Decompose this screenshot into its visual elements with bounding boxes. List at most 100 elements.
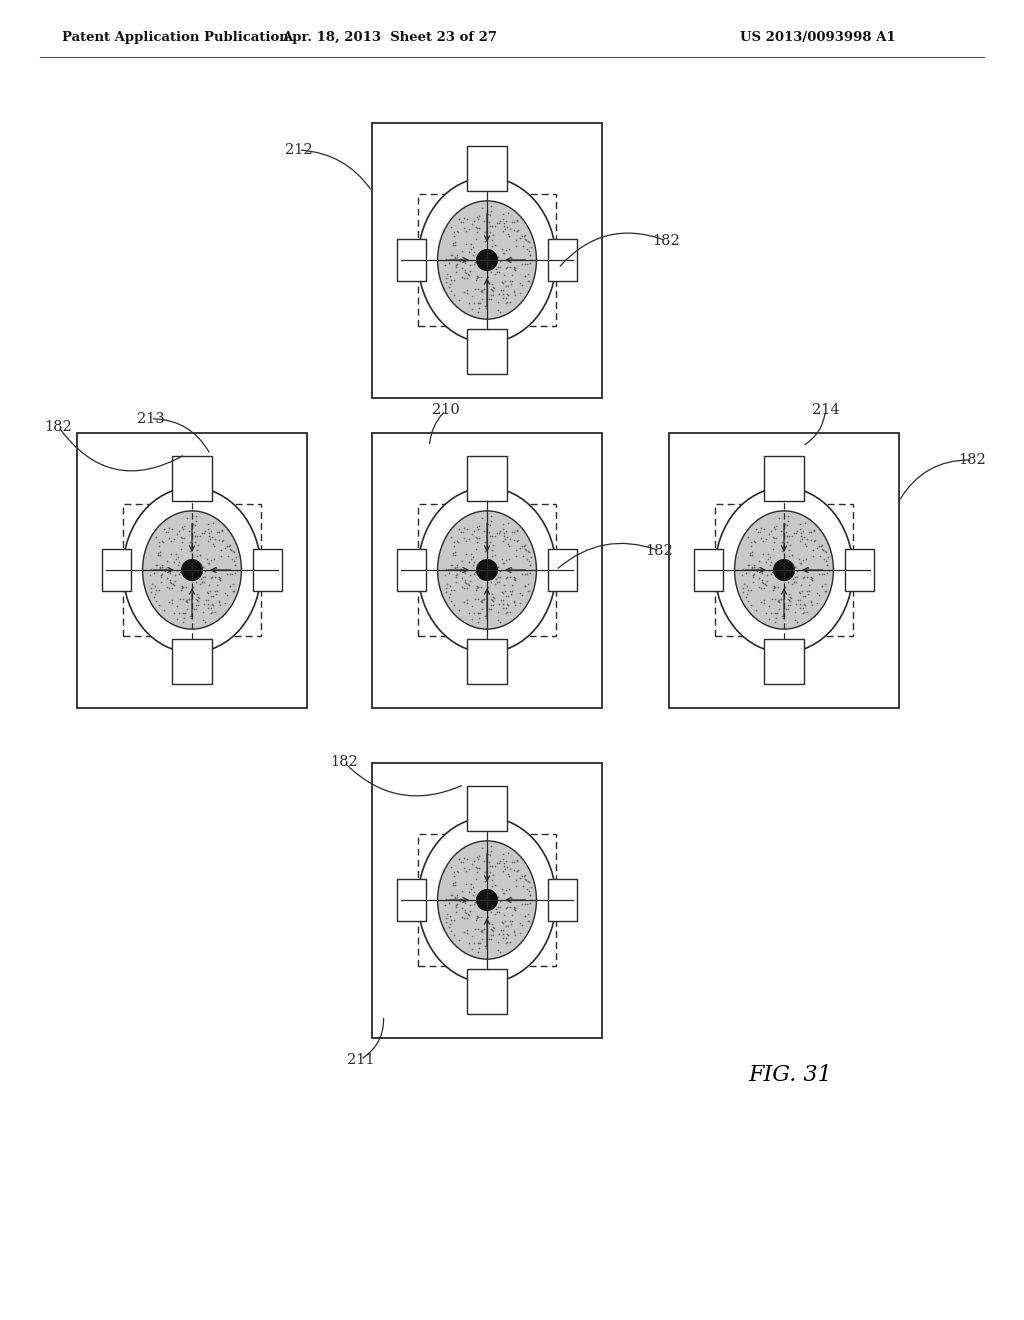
Point (746, 556, 763, 577)
Point (488, 902, 505, 923)
Point (204, 566, 220, 587)
Point (506, 590, 522, 611)
Point (447, 234, 464, 255)
Point (451, 849, 467, 870)
Point (473, 591, 489, 612)
Point (494, 589, 510, 610)
Point (444, 232, 461, 253)
Point (779, 511, 796, 532)
Point (459, 560, 475, 581)
Point (482, 511, 499, 532)
Point (522, 884, 539, 906)
Point (795, 568, 811, 589)
Point (203, 597, 219, 618)
Point (458, 531, 474, 552)
Point (200, 531, 216, 552)
Point (800, 583, 816, 605)
Point (512, 227, 528, 248)
Point (793, 525, 809, 546)
Point (202, 529, 218, 550)
Point (792, 582, 808, 603)
Point (458, 543, 474, 564)
Point (758, 603, 774, 624)
Point (490, 261, 507, 282)
Point (481, 211, 498, 232)
Ellipse shape (123, 487, 261, 652)
Point (470, 279, 486, 300)
Point (743, 531, 760, 552)
Point (492, 251, 508, 272)
Point (176, 607, 193, 628)
Point (763, 564, 779, 585)
Point (486, 875, 503, 896)
Point (808, 582, 824, 603)
Point (193, 562, 209, 583)
Point (768, 602, 784, 623)
Point (452, 599, 468, 620)
Point (485, 917, 502, 939)
Point (170, 554, 186, 576)
Point (501, 238, 517, 259)
Bar (77, 433, 307, 708)
Text: 210: 210 (432, 404, 460, 417)
Point (441, 576, 458, 597)
Point (476, 231, 493, 252)
Point (477, 532, 494, 553)
Text: 213: 213 (137, 412, 165, 426)
Point (519, 271, 536, 292)
Point (792, 582, 808, 603)
Point (457, 902, 473, 923)
Point (471, 293, 487, 314)
Point (466, 602, 482, 623)
Point (753, 517, 769, 539)
Point (467, 279, 483, 300)
Point (187, 554, 204, 576)
Point (471, 206, 487, 227)
Point (753, 578, 769, 599)
Bar (397, 549, 426, 591)
Point (188, 545, 205, 566)
Point (515, 235, 531, 256)
Point (147, 554, 164, 576)
Point (200, 553, 216, 574)
Point (444, 545, 461, 566)
Point (520, 230, 537, 251)
Point (142, 558, 159, 579)
Point (177, 602, 194, 623)
Point (490, 923, 507, 944)
Point (764, 561, 780, 582)
Point (437, 248, 454, 269)
Point (160, 521, 176, 543)
Point (142, 578, 159, 599)
Point (485, 587, 502, 609)
Point (452, 929, 468, 950)
Point (506, 568, 522, 589)
Point (455, 211, 471, 232)
Point (484, 589, 501, 610)
Point (483, 913, 500, 935)
Point (490, 523, 507, 544)
Point (480, 288, 497, 309)
Point (501, 865, 517, 886)
Point (765, 539, 781, 560)
Point (480, 928, 497, 949)
Point (498, 239, 514, 260)
Point (179, 590, 196, 611)
Point (480, 240, 497, 261)
Point (503, 913, 519, 935)
Point (514, 275, 530, 296)
Point (446, 871, 463, 892)
Point (459, 282, 475, 304)
Point (460, 264, 476, 285)
Point (817, 573, 834, 594)
Point (195, 610, 211, 631)
Point (459, 920, 475, 941)
Point (188, 589, 205, 610)
Point (520, 903, 537, 924)
Point (788, 566, 805, 587)
Point (485, 590, 502, 611)
Point (514, 226, 530, 247)
Point (463, 234, 479, 255)
Point (455, 257, 471, 279)
Point (497, 911, 513, 932)
